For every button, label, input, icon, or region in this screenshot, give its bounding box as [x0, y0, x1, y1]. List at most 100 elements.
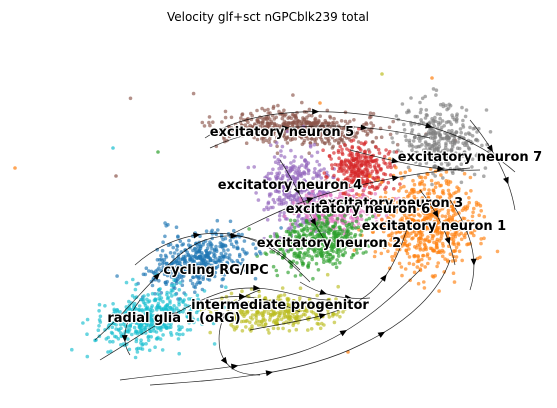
scatter-point: [267, 331, 271, 335]
scatter-point: [455, 154, 460, 159]
scatter-point: [360, 209, 364, 213]
scatter-point: [295, 261, 299, 265]
scatter-point: [277, 171, 282, 175]
scatter-point: [337, 156, 341, 160]
scatter-point: [346, 158, 350, 163]
scatter-point: [360, 153, 365, 158]
scatter-point: [416, 237, 421, 241]
scatter-point: [178, 281, 182, 285]
scatter-point: [470, 134, 475, 138]
scatter-point: [356, 155, 361, 159]
scatter-point: [433, 165, 438, 169]
scatter-point: [422, 183, 427, 187]
scatter-point: [285, 129, 290, 134]
scatter-point: [301, 261, 306, 266]
scatter-point: [85, 332, 89, 337]
scatter-point: [205, 246, 210, 250]
scatter-point: [279, 149, 283, 153]
scatter-point: [98, 320, 103, 324]
scatter-point: [465, 204, 470, 208]
scatter-point: [207, 115, 212, 119]
scatter-point: [390, 254, 394, 259]
scatter-point: [470, 214, 475, 219]
scatter-point: [468, 175, 473, 180]
scatter-point: [155, 268, 160, 272]
scatter-point: [329, 199, 334, 203]
scatter-point: [223, 115, 228, 120]
scatter-point: [349, 161, 353, 166]
scatter-point: [274, 268, 279, 273]
scatter-point: [359, 141, 364, 145]
scatter-point: [172, 251, 177, 255]
scatter-point: [407, 110, 411, 114]
scatter-point: [330, 166, 335, 171]
scatter-point: [136, 346, 140, 351]
scatter-point: [446, 188, 451, 193]
scatter-point: [256, 323, 261, 327]
scatter-point: [368, 174, 372, 178]
scatter-point: [163, 280, 168, 285]
scatter-point: [423, 237, 428, 242]
scatter-point: [221, 254, 225, 258]
scatter-point: [450, 128, 454, 133]
scatter-point: [299, 121, 304, 126]
scatter-point: [434, 93, 438, 97]
scatter-point: [244, 319, 248, 324]
scatter-point: [398, 182, 402, 186]
scatter-point: [232, 328, 237, 332]
scatter-point: [193, 285, 198, 290]
scatter-point: [279, 200, 284, 205]
scatter-point: [300, 163, 304, 167]
scatter-point: [391, 119, 396, 124]
scatter-point: [325, 272, 330, 277]
scatter-point: [431, 171, 435, 176]
scatter-point: [343, 220, 347, 224]
scatter-point: [279, 226, 283, 230]
scatter-point: [85, 354, 90, 359]
scatter-point: [211, 120, 215, 124]
scatter-point: [292, 225, 297, 230]
scatter-point: [278, 164, 283, 168]
scatter-point: [315, 150, 320, 155]
scatter-point: [306, 328, 310, 332]
scatter-point: [330, 314, 335, 318]
scatter-point: [276, 103, 280, 108]
scatter-point: [316, 126, 321, 131]
scatter-point: [261, 136, 266, 141]
scatter-point: [433, 159, 437, 163]
scatter-point: [373, 165, 377, 170]
scatter-point: [288, 210, 293, 214]
scatter-point: [289, 161, 293, 165]
scatter-point: [364, 167, 369, 171]
scatter-point: [193, 290, 197, 295]
scatter-point: [269, 171, 274, 176]
scatter-point: [484, 108, 489, 112]
scatter-point: [467, 196, 471, 200]
scatter-point: [340, 147, 344, 152]
scatter-point: [439, 236, 443, 241]
scatter-point: [303, 165, 308, 169]
scatter-point: [311, 276, 315, 281]
scatter-point: [240, 289, 244, 294]
scatter-point: [202, 124, 207, 128]
scatter-point: [440, 214, 445, 218]
scatter-point: [170, 294, 174, 298]
scatter-point: [375, 171, 379, 175]
scatter-point: [355, 251, 359, 255]
scatter-point: [110, 331, 115, 336]
scatter-point: [310, 257, 315, 262]
scatter-point: [425, 254, 430, 258]
scatter-point: [200, 252, 204, 257]
scatter-point: [437, 249, 442, 253]
scatter-point: [267, 140, 271, 144]
scatter-point: [292, 159, 296, 163]
scatter-point: [277, 313, 282, 318]
scatter-point: [435, 148, 440, 152]
scatter-point: [377, 205, 382, 210]
scatter-point: [200, 255, 204, 260]
scatter-point: [255, 118, 259, 122]
scatter-point: [353, 172, 358, 176]
scatter-point: [458, 127, 463, 131]
scatter-point: [376, 147, 381, 152]
scatter-point: [482, 236, 486, 241]
